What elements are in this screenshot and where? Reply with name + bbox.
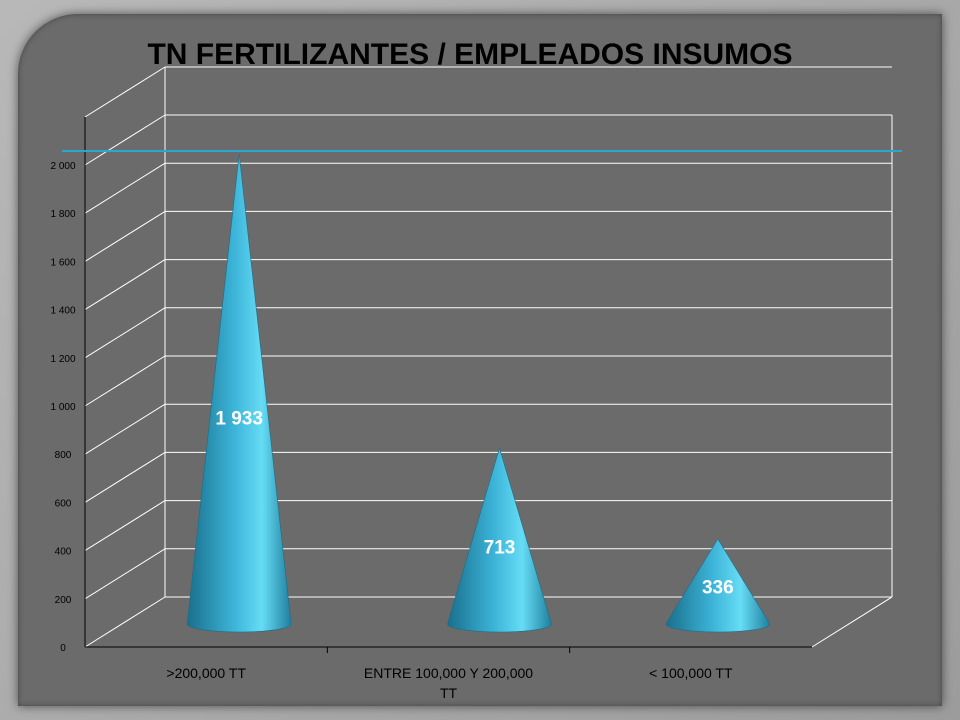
y-tick-label: 0 xyxy=(60,643,66,654)
cone-bar xyxy=(186,154,292,633)
y-tick-label: 1 400 xyxy=(50,306,75,317)
y-tick-label: 2 000 xyxy=(50,161,75,172)
data-label: 713 xyxy=(484,538,516,559)
y-tick-label: 1 800 xyxy=(50,209,75,220)
y-tick-label: 200 xyxy=(55,595,72,606)
x-category-label: ENTRE 100,000 Y 200,000 TT xyxy=(364,665,533,701)
bar-layer xyxy=(186,154,771,633)
cone-bar xyxy=(665,538,771,633)
cone-bar xyxy=(447,447,552,633)
x-category-label: >200,000 TT xyxy=(166,665,246,681)
gridline xyxy=(84,210,892,262)
gridline xyxy=(84,500,892,552)
y-tick-label: 800 xyxy=(55,450,72,461)
gridline xyxy=(84,114,892,166)
gridline xyxy=(84,259,892,311)
x-category-label: < 100,000 TT xyxy=(649,665,733,681)
data-label: 1 933 xyxy=(215,408,263,429)
gridline xyxy=(84,162,892,214)
chart-title: TN FERTILIZANTES / EMPLEADOS INSUMOS xyxy=(147,38,793,71)
data-label: 336 xyxy=(702,578,734,599)
gridline-top xyxy=(84,66,166,118)
y-tick-label: 400 xyxy=(55,547,72,558)
y-tick-label: 1 000 xyxy=(50,402,75,413)
axis-layer: 0 200 400 600 800 1 000 1 200 1 400 1 600 1 800 2 … xyxy=(50,117,902,701)
y-tick-label: 1 600 xyxy=(50,257,75,268)
gridline xyxy=(84,307,892,359)
gridline xyxy=(84,451,892,503)
y-tick-label: 1 200 xyxy=(50,354,75,365)
grid-layer xyxy=(84,66,893,648)
y-tick-label: 600 xyxy=(55,498,72,509)
floor-right-edge xyxy=(811,596,893,648)
gridline xyxy=(84,355,892,407)
label-layer: 1 933 713 336 xyxy=(215,408,733,598)
gridline xyxy=(84,403,892,455)
